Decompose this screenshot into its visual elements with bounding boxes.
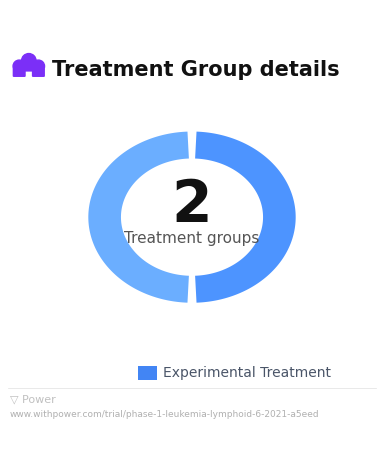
FancyBboxPatch shape	[22, 62, 35, 72]
Polygon shape	[195, 132, 296, 303]
Circle shape	[22, 53, 36, 68]
Polygon shape	[88, 132, 189, 303]
Text: 2: 2	[172, 177, 212, 234]
Text: Experimental Treatment: Experimental Treatment	[163, 365, 331, 379]
Circle shape	[13, 60, 25, 73]
FancyBboxPatch shape	[13, 68, 26, 77]
Circle shape	[32, 60, 45, 73]
FancyBboxPatch shape	[138, 366, 157, 379]
Text: ▽ Power: ▽ Power	[10, 394, 55, 405]
Text: www.withpower.com/trial/phase-1-leukemia-lymphoid-6-2021-a5eed: www.withpower.com/trial/phase-1-leukemia…	[10, 411, 319, 419]
FancyBboxPatch shape	[32, 68, 45, 77]
Text: Treatment groups: Treatment groups	[124, 231, 260, 246]
Text: Treatment Group details: Treatment Group details	[52, 60, 339, 80]
